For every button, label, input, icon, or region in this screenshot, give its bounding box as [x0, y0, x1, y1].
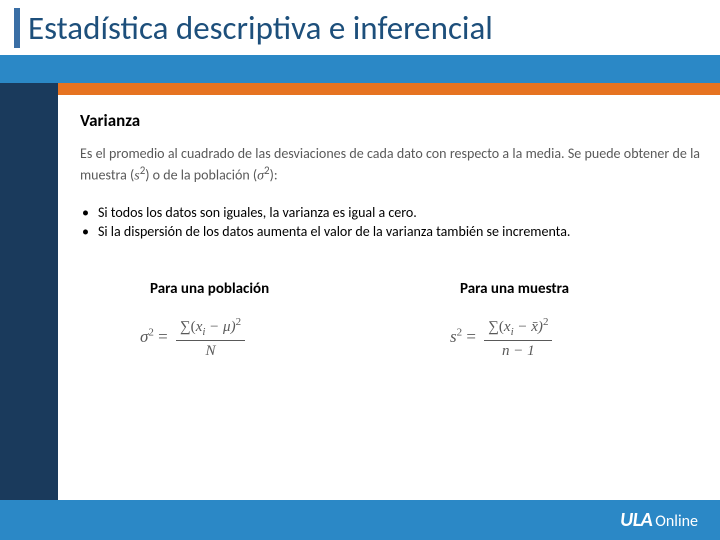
- formulas-row: Para una población σ2 = ∑(xi − μ)2 N Par…: [80, 280, 700, 360]
- navy-side-bar: [0, 95, 58, 500]
- pop-numerator: ∑(xi − μ)2: [176, 316, 245, 341]
- samp-sum: ∑(: [488, 319, 504, 335]
- pop-sum: ∑(: [180, 319, 196, 335]
- logo-main: ULA: [620, 508, 652, 532]
- navy-corner-block: [0, 83, 58, 95]
- sub-band-row: [0, 83, 720, 95]
- samp-numerator: ∑(xi − x̄)2: [484, 316, 552, 341]
- formula-sample-col: Para una muestra s2 = ∑(xi − x̄)2 n − 1: [430, 280, 700, 360]
- symbol-sigma: σ: [257, 169, 264, 184]
- footer-bar: ULA Online: [0, 500, 720, 540]
- title-bar: Estadística descriptiva e inferencial: [0, 0, 720, 55]
- bullet-item: • Si todos los datos son iguales, la var…: [80, 204, 700, 221]
- blue-band: [0, 55, 720, 83]
- logo: ULA Online: [620, 508, 698, 532]
- pop-denominator: N: [176, 341, 245, 360]
- formula-population-col: Para una población σ2 = ∑(xi − μ)2 N: [120, 280, 390, 360]
- bullet-marker: •: [80, 223, 98, 240]
- formula-population: σ2 = ∑(xi − μ)2 N: [120, 316, 390, 360]
- definition-paragraph: Es el promedio al cuadrado de las desvia…: [80, 145, 700, 186]
- pop-minus: − μ): [205, 319, 235, 335]
- samp-xi-base: x: [504, 319, 511, 335]
- page-title: Estadística descriptiva e inferencial: [28, 8, 493, 48]
- orange-band: [58, 83, 720, 95]
- section-heading: Varianza: [80, 110, 700, 131]
- bullet-item: • Si la dispersión de los datos aumenta …: [80, 223, 700, 240]
- samp-num-exp: 2: [543, 316, 549, 328]
- samp-denominator: n − 1: [484, 341, 552, 360]
- samp-lhs-base: s: [450, 327, 457, 346]
- formula-sample-heading: Para una muestra: [430, 280, 700, 298]
- formula-sample: s2 = ∑(xi − x̄)2 n − 1: [430, 316, 700, 360]
- definition-text-post: ):: [270, 167, 278, 184]
- bullet-text: Si la dispersión de los datos aumenta el…: [98, 223, 700, 240]
- samp-minus: − x̄): [514, 319, 543, 335]
- bullet-list: • Si todos los datos son iguales, la var…: [80, 204, 700, 240]
- definition-text-mid: ) o de la población (: [145, 167, 257, 184]
- samp-fraction: ∑(xi − x̄)2 n − 1: [484, 316, 552, 360]
- pop-num-exp: 2: [236, 316, 242, 328]
- logo-sub: Online: [655, 512, 698, 531]
- bullet-text: Si todos los datos son iguales, la varia…: [98, 204, 700, 221]
- title-accent-bar: [14, 8, 20, 48]
- content-area: Varianza Es el promedio al cuadrado de l…: [80, 110, 700, 360]
- pop-fraction: ∑(xi − μ)2 N: [176, 316, 245, 360]
- formula-population-heading: Para una población: [120, 280, 390, 298]
- bullet-marker: •: [80, 204, 98, 221]
